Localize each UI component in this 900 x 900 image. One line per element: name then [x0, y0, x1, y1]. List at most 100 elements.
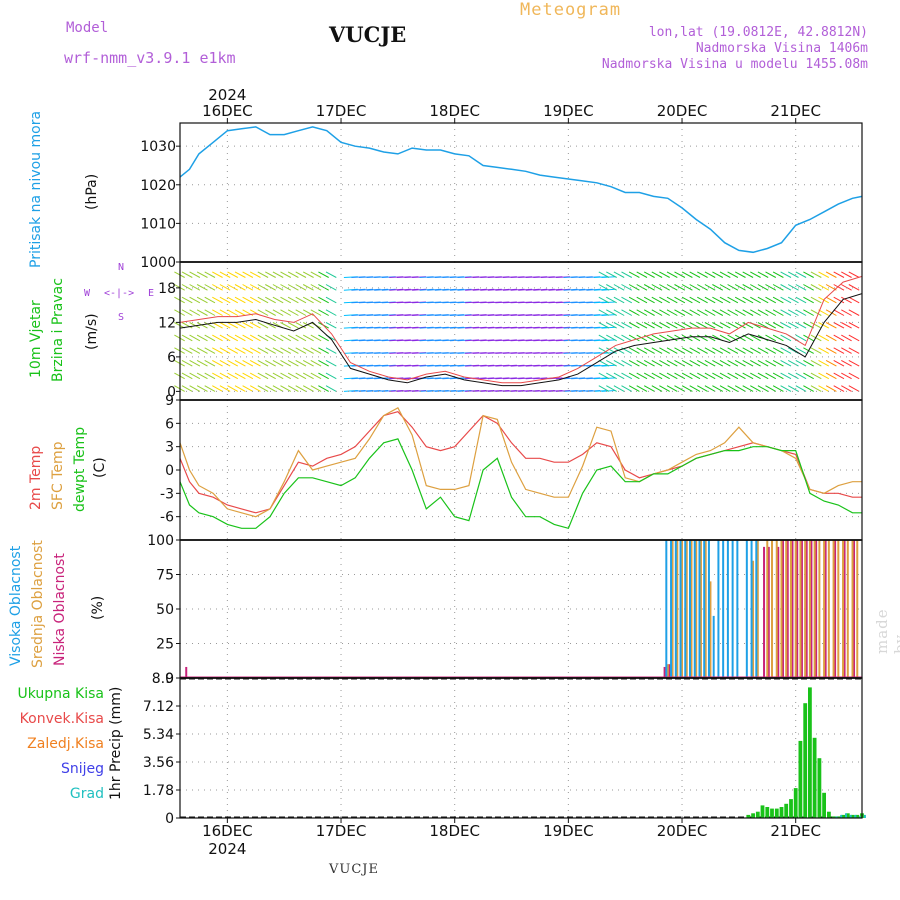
wind-barb: [704, 334, 716, 342]
wind-barb: [841, 309, 852, 316]
wind-barb: [606, 347, 617, 354]
wind-barb: [249, 284, 261, 291]
wind-barb: [189, 284, 201, 291]
wind-barb: [242, 284, 254, 291]
wind-barb: [287, 322, 299, 329]
wind-barb: [780, 309, 792, 316]
wind-barb: [613, 372, 625, 380]
wind-barb: [697, 296, 708, 304]
wind-barb: [795, 372, 807, 380]
wind-barb: [613, 385, 625, 392]
wind-barb: [666, 284, 678, 291]
precip-bar: [803, 703, 808, 818]
wind-barb: [810, 359, 822, 367]
wind-barb: [765, 284, 777, 291]
day-label-top: 16DEC: [202, 102, 253, 120]
temp-dewpt-line: [179, 438, 862, 530]
wind-barb: [181, 296, 193, 304]
wind-barb: [659, 309, 670, 316]
day-label-top: 19DEC: [543, 102, 594, 120]
wind-barb: [787, 347, 799, 354]
wind-barb: [295, 385, 307, 392]
wind-barb: [181, 359, 193, 367]
wind-barb: [302, 334, 314, 342]
precip-bar: [765, 807, 770, 818]
wind-barb: [666, 322, 678, 329]
wind-barb: [825, 309, 837, 316]
wind-barb: [795, 309, 807, 316]
wind-barb: [628, 284, 640, 291]
wind-barb: [787, 271, 799, 278]
wind-barb: [219, 296, 231, 304]
wind-barb: [681, 334, 693, 342]
wind-barb: [643, 359, 655, 367]
wind-barb: [787, 296, 799, 304]
wind-barb: [674, 334, 686, 342]
wind-barb: [636, 372, 648, 380]
wind-barb: [242, 372, 254, 380]
wind-barb: [727, 372, 739, 380]
year-label-bottom: 2024: [208, 840, 246, 858]
wind-barb: [757, 296, 769, 304]
pressure-tick: 1020: [140, 178, 176, 194]
wind-barb: [219, 284, 231, 291]
wind-barb: [719, 322, 731, 329]
wind-barb: [750, 296, 761, 304]
wind-barb: [750, 271, 761, 278]
precip-bar: [793, 788, 798, 818]
wind-barb: [795, 322, 807, 329]
wind-barb: [742, 309, 754, 316]
wind-barb: [265, 334, 276, 342]
wind-barb: [719, 385, 731, 392]
wind-barb: [825, 296, 837, 304]
wind-barb: [242, 347, 254, 354]
legend-hail: Grad: [69, 786, 104, 802]
wind-barb: [659, 385, 670, 392]
wind-barb: [734, 372, 746, 380]
panel-frame: [179, 677, 863, 819]
day-label-top: 21DEC: [770, 102, 821, 120]
wind-barb: [848, 347, 860, 354]
wind-barb: [719, 296, 731, 304]
wind-barb: [666, 296, 678, 304]
wind-barb: [780, 334, 792, 342]
wind-barb: [727, 309, 739, 316]
wind-barb: [242, 359, 254, 367]
temp-tick: -6: [160, 510, 174, 526]
wind-barb: [742, 347, 754, 354]
wind-barb: [204, 359, 216, 367]
wind-barb: [795, 284, 807, 291]
wind-barb: [636, 385, 648, 392]
wind-barb: [651, 372, 663, 380]
wind-barb: [295, 309, 307, 316]
wind-barb: [833, 372, 845, 380]
wind-barb: [287, 347, 299, 354]
wind-barb: [772, 334, 784, 342]
wind-barb: [795, 296, 807, 304]
wind-barb: [689, 296, 701, 304]
wind-barb: [227, 372, 239, 380]
wind-barb: [765, 271, 777, 278]
wind-barb: [212, 309, 223, 316]
wind-barb: [325, 359, 337, 367]
precip-bar: [746, 814, 751, 818]
wind-barb: [787, 372, 799, 380]
wind-barb: [272, 271, 284, 278]
wind-barb: [636, 322, 648, 329]
precip-tick: 3.56: [143, 755, 174, 771]
wind-barb: [712, 309, 724, 316]
wind-barb: [598, 372, 610, 380]
snow-bar: [840, 814, 843, 818]
wind-barb: [272, 372, 284, 380]
wind-barb: [257, 322, 269, 329]
wind-barb: [204, 284, 216, 291]
wind-barb: [841, 385, 852, 392]
precip-bar: [812, 737, 817, 818]
wind-barb: [257, 372, 269, 380]
wind-barb: [204, 271, 216, 278]
wind-barb: [287, 372, 299, 380]
wind-barb: [204, 322, 216, 329]
wind-barb: [825, 334, 837, 342]
wind-barb: [666, 347, 678, 354]
compass-north: N: [118, 262, 125, 273]
